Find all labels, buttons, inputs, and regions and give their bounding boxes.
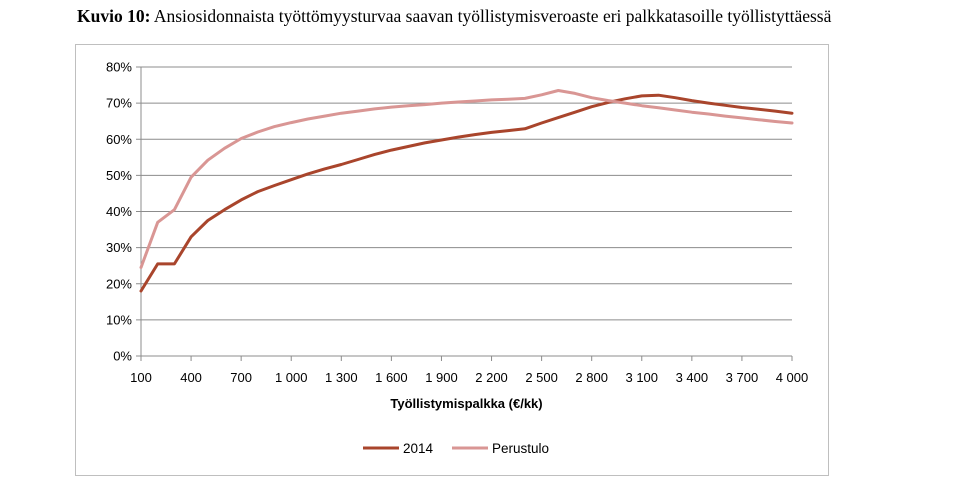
tick-labels: 0% 10% 20% 30% 40% 50% 60% 70% 80% 100 400 700 1 000… [106, 60, 808, 386]
x-tick-label: 4 000 [776, 370, 809, 385]
y-tick-label: 80% [106, 60, 132, 75]
series-line-2014 [139, 93, 794, 293]
y-tick-label: 20% [106, 276, 132, 291]
figure-caption: Kuvio 10: Ansiosidonnaista työttömyystur… [77, 6, 957, 27]
gridlines [141, 66, 792, 321]
y-tick-label: 60% [106, 132, 132, 147]
legend-label: 2014 [403, 441, 434, 456]
legend-label: Perustulo [492, 441, 549, 456]
x-tick-label: 2 200 [475, 370, 508, 385]
x-tick-label: 3 700 [726, 370, 759, 385]
x-tick-label: 2 800 [575, 370, 608, 385]
x-tick-label: 700 [230, 370, 252, 385]
y-tick-label: 10% [106, 312, 132, 327]
axes [136, 66, 793, 361]
x-axis-title: Työllistymispalkka (€/kk) [390, 396, 542, 411]
series-lines [139, 89, 794, 293]
x-tick-label: 1 000 [275, 370, 308, 385]
x-tick-label: 3 100 [625, 370, 658, 385]
caption-label: Kuvio 10: [77, 6, 151, 26]
caption-text: Ansiosidonnaista työttömyysturvaa saavan… [153, 6, 832, 26]
x-tick-label: 3 400 [676, 370, 709, 385]
x-tick-label: 1 300 [325, 370, 358, 385]
x-tick-label: 1 600 [375, 370, 408, 385]
x-tick-label: 100 [130, 370, 152, 385]
y-tick-label: 40% [106, 204, 132, 219]
line-chart: 0% 10% 20% 30% 40% 50% 60% 70% 80% 100 400 700 1 000… [106, 60, 808, 457]
x-tick-label: 400 [180, 370, 202, 385]
y-tick-label: 0% [113, 349, 132, 364]
y-tick-label: 50% [106, 168, 132, 183]
x-tick-label: 1 900 [425, 370, 458, 385]
series-line-perustulo [139, 89, 794, 269]
y-tick-label: 30% [106, 240, 132, 255]
x-tick-label: 2 500 [525, 370, 558, 385]
chart-frame: 0% 10% 20% 30% 40% 50% 60% 70% 80% 100 400 700 1 000… [75, 44, 829, 476]
y-tick-label: 70% [106, 96, 132, 111]
legend: 2014 Perustulo [363, 441, 549, 456]
